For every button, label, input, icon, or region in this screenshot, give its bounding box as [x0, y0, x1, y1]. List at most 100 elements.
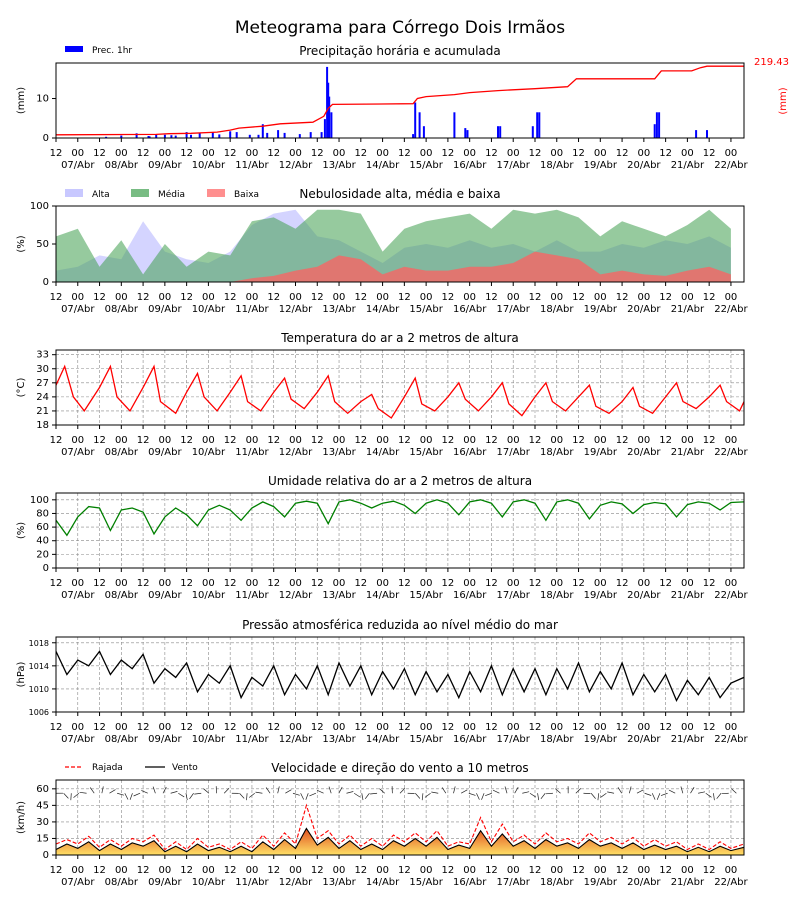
x-hour-label: 00: [463, 148, 476, 159]
x-hour-label: 12: [311, 292, 324, 303]
wind-fill: [56, 829, 744, 856]
x-hour-label: 00: [507, 578, 520, 589]
x-hour-label: 12: [50, 435, 63, 446]
x-hour-label: 00: [71, 865, 84, 876]
x-hour-label: 12: [311, 435, 324, 446]
wind-direction-arrow: [256, 792, 263, 793]
wind-direction-arrow: [102, 786, 103, 793]
x-hour-label: 12: [572, 292, 585, 303]
x-hour-label: 00: [246, 865, 259, 876]
wind-direction-arrow: [657, 793, 660, 799]
wind-direction-arrow: [476, 793, 479, 799]
x-hour-label: 00: [463, 578, 476, 589]
x-hour-label: 12: [529, 722, 542, 733]
x-hour-label: 00: [71, 148, 84, 159]
x-hour-label: 12: [93, 865, 106, 876]
series-line: [56, 651, 744, 700]
x-day-label: 15/Abr: [409, 304, 443, 315]
x-hour-label: 00: [376, 722, 389, 733]
x-hour-label: 12: [703, 148, 716, 159]
precip-bar: [467, 130, 469, 138]
x-day-label: 11/Abr: [235, 447, 269, 458]
x-hour-label: 00: [289, 148, 302, 159]
x-hour-label: 00: [289, 435, 302, 446]
x-hour-label: 00: [333, 292, 346, 303]
x-day-label: 08/Abr: [105, 304, 139, 315]
precip-bar: [656, 112, 658, 138]
x-hour-label: 12: [442, 578, 455, 589]
x-hour-label: 00: [594, 435, 607, 446]
wind-direction-arrow: [247, 793, 248, 800]
x-day-label: 11/Abr: [235, 304, 269, 315]
x-hour-label: 12: [267, 435, 280, 446]
x-hour-label: 12: [485, 148, 498, 159]
wind-direction-arrow: [541, 793, 545, 799]
x-hour-label: 12: [442, 435, 455, 446]
y-tick-label: 60: [36, 522, 49, 533]
wind-direction-arrow: [706, 793, 712, 797]
x-hour-label: 12: [659, 578, 672, 589]
y-tick-label: 30: [36, 817, 49, 828]
precip-bar: [218, 134, 220, 138]
wind-direction-arrow: [591, 793, 595, 798]
x-hour-label: 12: [180, 292, 193, 303]
precip-bar: [229, 131, 231, 138]
x-day-label: 21/Abr: [671, 590, 705, 601]
y-tick-label: 20: [36, 549, 49, 560]
x-hour-label: 12: [267, 578, 280, 589]
x-hour-label: 12: [616, 148, 629, 159]
x-hour-label: 12: [529, 148, 542, 159]
x-hour-label: 12: [398, 865, 411, 876]
x-hour-label: 12: [398, 148, 411, 159]
wind-direction-arrow: [278, 786, 280, 793]
x-day-label: 19/Abr: [584, 160, 618, 171]
y-tick-label: 10: [36, 94, 49, 105]
wind-direction-arrow: [339, 787, 342, 793]
x-day-label: 12/Abr: [279, 304, 313, 315]
x-day-label: 12/Abr: [279, 877, 313, 888]
x-hour-label: 00: [246, 722, 259, 733]
x-hour-label: 12: [267, 148, 280, 159]
wind-direction-arrow: [190, 793, 194, 799]
x-hour-label: 00: [71, 722, 84, 733]
x-hour-label: 12: [529, 865, 542, 876]
x-hour-label: 12: [616, 722, 629, 733]
x-hour-label: 12: [311, 148, 324, 159]
x-hour-label: 00: [71, 578, 84, 589]
wind-direction-arrow: [293, 793, 300, 795]
wind-direction-arrow: [329, 787, 331, 794]
x-hour-label: 00: [725, 865, 738, 876]
precip-bar: [654, 124, 656, 138]
wind-direction-arrow: [194, 793, 201, 794]
x-hour-label: 12: [616, 435, 629, 446]
y-tick-label: 100: [30, 495, 49, 506]
wind-direction-arrow: [538, 793, 539, 800]
x-hour-label: 12: [572, 148, 585, 159]
wind-direction-arrow: [601, 793, 607, 797]
x-hour-label: 00: [333, 722, 346, 733]
x-hour-label: 12: [50, 722, 63, 733]
panel-title: Pressão atmosférica reduzida ao nível mé…: [242, 618, 558, 632]
precip-bar: [277, 130, 279, 138]
panel-title: Temperatura do ar a 2 metros de altura: [280, 331, 519, 345]
x-day-label: 08/Abr: [105, 447, 139, 458]
wind-direction-arrow: [301, 793, 304, 799]
precip-bar: [536, 112, 538, 138]
x-hour-label: 12: [442, 722, 455, 733]
x-hour-label: 00: [376, 578, 389, 589]
x-day-label: 14/Abr: [366, 304, 400, 315]
x-hour-label: 00: [681, 578, 694, 589]
x-day-label: 22/Abr: [714, 877, 748, 888]
x-day-label: 10/Abr: [192, 304, 226, 315]
x-day-label: 22/Abr: [714, 160, 748, 171]
x-day-label: 18/Abr: [540, 877, 574, 888]
x-hour-label: 00: [246, 148, 259, 159]
y-tick-label: 80: [36, 508, 49, 519]
x-day-label: 14/Abr: [366, 160, 400, 171]
x-day-label: 10/Abr: [192, 877, 226, 888]
x-hour-label: 00: [158, 148, 171, 159]
wind-direction-arrow: [80, 792, 87, 793]
x-hour-label: 00: [158, 865, 171, 876]
x-hour-label: 12: [485, 578, 498, 589]
